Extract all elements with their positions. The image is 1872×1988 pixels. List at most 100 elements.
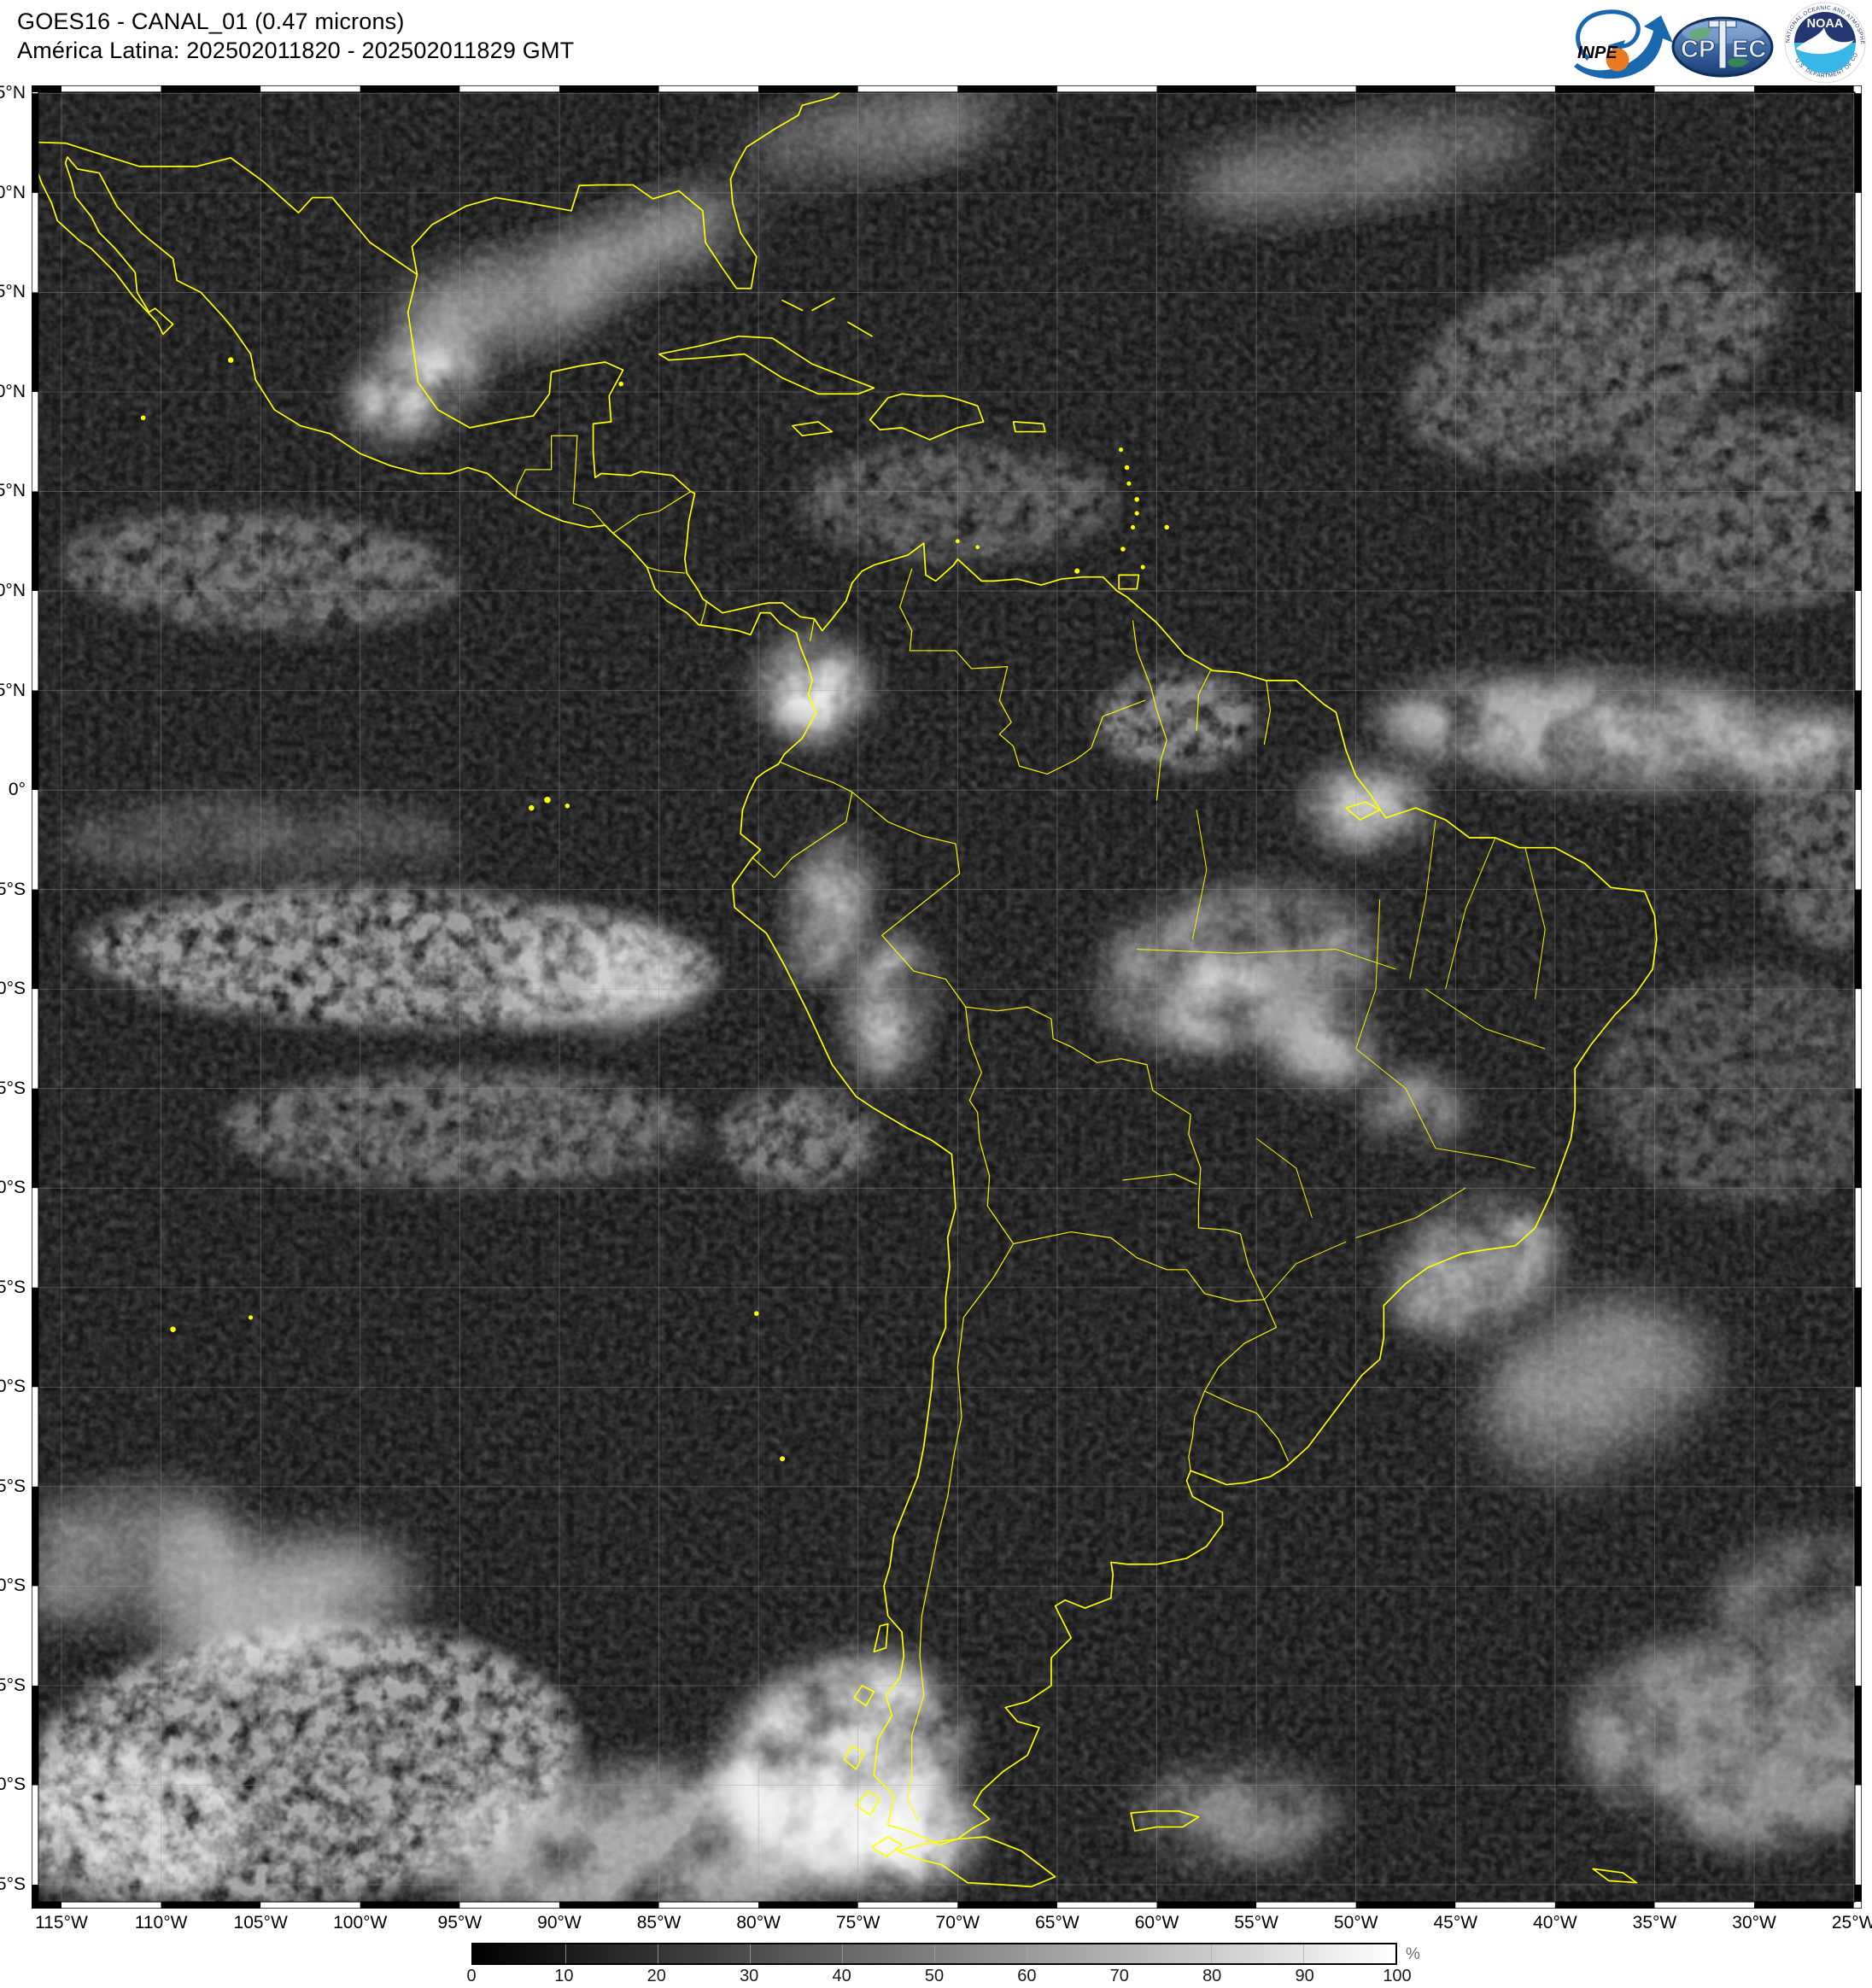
frame-tick-segment	[1654, 85, 1755, 92]
product-subtitle: América Latina: 202502011820 - 202502011…	[17, 38, 575, 63]
inpe-loop-icon	[1576, 9, 1641, 61]
frame-tick-segment	[857, 85, 958, 92]
colorbar-decade-line	[565, 1944, 566, 1963]
central-america-borders	[516, 436, 815, 640]
frame-tick-segment	[32, 790, 38, 890]
chiloe-island	[874, 1624, 887, 1652]
frame-tick-segment	[1855, 391, 1862, 492]
header-title-block: GOES16 - CANAL_01 (0.47 microns) América…	[17, 7, 574, 65]
colorbar-decade-line	[750, 1944, 751, 1963]
marajo-island	[1346, 802, 1380, 820]
frame-tick-segment	[1855, 1188, 1862, 1288]
frame-tick-segment	[459, 85, 559, 92]
frame-tick-segment	[61, 1902, 161, 1909]
frame-tick-segment	[360, 1902, 460, 1909]
colorbar-decade-line	[1119, 1944, 1120, 1963]
frame-tick-segment	[1156, 1902, 1257, 1909]
frame-tick-segment	[32, 1188, 38, 1288]
cptec-continent-icon	[1689, 27, 1711, 41]
frame-tick-segment	[32, 93, 38, 193]
frame-tick-segment	[857, 1902, 958, 1909]
puerto-rico-island	[1014, 422, 1045, 432]
latitude-tick-label: 15°S	[0, 1078, 26, 1098]
frame-tick-segment	[1855, 1287, 1862, 1388]
frame-tick-segment	[1855, 790, 1862, 890]
colorbar-decade-line	[934, 1944, 935, 1963]
reflectance-colorbar	[471, 1943, 1397, 1965]
frame-tick-segment	[758, 1902, 858, 1909]
latitude-tick-label: 25°S	[0, 1277, 26, 1297]
latitude-tick-label: 20°S	[0, 1178, 26, 1198]
frame-tick-segment	[1853, 1902, 1862, 1909]
us-border-and-coast	[32, 85, 848, 289]
frame-tick-segment	[32, 85, 61, 92]
frame-tick-segment	[32, 192, 38, 293]
latitude-tick-label: 0°	[8, 780, 26, 800]
colorbar-tick-label: 70	[1109, 1967, 1129, 1985]
latitude-tick-label: 5°S	[0, 879, 26, 899]
colorbar-tick-label: 60	[1017, 1967, 1037, 1985]
frame-tick-segment	[32, 391, 38, 492]
frame-tick-segment	[1855, 1685, 1862, 1786]
colorbar-tick-label: 100	[1383, 1967, 1412, 1985]
frame-tick-segment	[32, 1486, 38, 1587]
frame-tick-segment	[260, 85, 360, 92]
frame-tick-segment	[1855, 1486, 1862, 1587]
falkland-islands	[1131, 1811, 1198, 1831]
frame-tick-segment	[1855, 1387, 1862, 1487]
frame-tick-segment	[32, 1902, 61, 1909]
latitude-tick-label: 30°S	[0, 1377, 26, 1397]
map-frame	[32, 85, 1862, 1909]
jamaica-island	[793, 422, 833, 436]
longitude-tick-label: 35°W	[1632, 1913, 1677, 1932]
inpe-label: INPE	[1577, 44, 1618, 62]
frame-tick-segment	[1355, 1902, 1456, 1909]
colorbar-tick-label: 80	[1202, 1967, 1222, 1985]
latitude-tick-label: 30°N	[0, 182, 26, 202]
frame-tick-segment	[1455, 85, 1555, 92]
longitude-tick-label: 25°W	[1831, 1913, 1872, 1932]
longitude-tick-label: 90°W	[537, 1913, 582, 1932]
frame-tick-segment	[1754, 1902, 1854, 1909]
cptec-label-right: EC	[1732, 36, 1766, 63]
colorbar-tick-labels: 0 10 20 30 40 50 60 70 80 90 100	[466, 1967, 1411, 1987]
latitude-tick-label: 15°N	[0, 481, 26, 501]
longitude-tick-label: 100°W	[333, 1913, 388, 1932]
frame-tick-segment	[1855, 292, 1862, 392]
frame-tick-segment	[1855, 1885, 1862, 1909]
longitude-tick-label: 70°W	[935, 1913, 980, 1932]
south-georgia-island	[1593, 1868, 1636, 1882]
colorbar-decade-line	[1211, 1944, 1212, 1963]
frame-tick-segment	[32, 591, 38, 691]
longitude-tick-label: 45°W	[1433, 1913, 1478, 1932]
colorbar-tick-label: 10	[554, 1967, 574, 1985]
frame-tick-segment	[1256, 85, 1356, 92]
chilean-archipelago	[844, 1686, 902, 1856]
noaa-label: NOAA	[1807, 17, 1844, 31]
cuba-island	[659, 336, 875, 395]
noaa-sky-icon	[1794, 12, 1856, 43]
frame-tick-segment	[61, 85, 161, 92]
satellite-map	[32, 85, 1862, 1909]
frame-tick-segment	[1855, 690, 1862, 791]
frame-tick-segment	[32, 292, 38, 392]
latitude-tick-label: 45°S	[0, 1675, 26, 1695]
frame-tick-segment	[1554, 1902, 1655, 1909]
longitude-tick-label: 105°W	[233, 1913, 288, 1932]
longitude-tick-label: 65°W	[1035, 1913, 1079, 1932]
latin-america-coast	[32, 155, 1657, 1845]
frame-tick-segment	[260, 1902, 360, 1909]
inpe-arrow-icon	[1574, 15, 1673, 79]
inpe-orange-ball-icon	[1606, 48, 1629, 72]
longitude-tick-label: 110°W	[134, 1913, 188, 1932]
frame-tick-segment	[1855, 192, 1862, 293]
longitude-tick-label: 115°W	[35, 1913, 88, 1932]
colorbar-tick-label: 90	[1295, 1967, 1314, 1985]
frame-tick-segment	[559, 85, 659, 92]
latitude-tick-label: 55°S	[0, 1874, 26, 1895]
noaa-seagull-icon	[1796, 27, 1854, 55]
longitude-tick-label: 30°W	[1732, 1913, 1776, 1932]
frame-tick-segment	[1056, 85, 1157, 92]
frame-tick-segment	[1853, 85, 1862, 92]
